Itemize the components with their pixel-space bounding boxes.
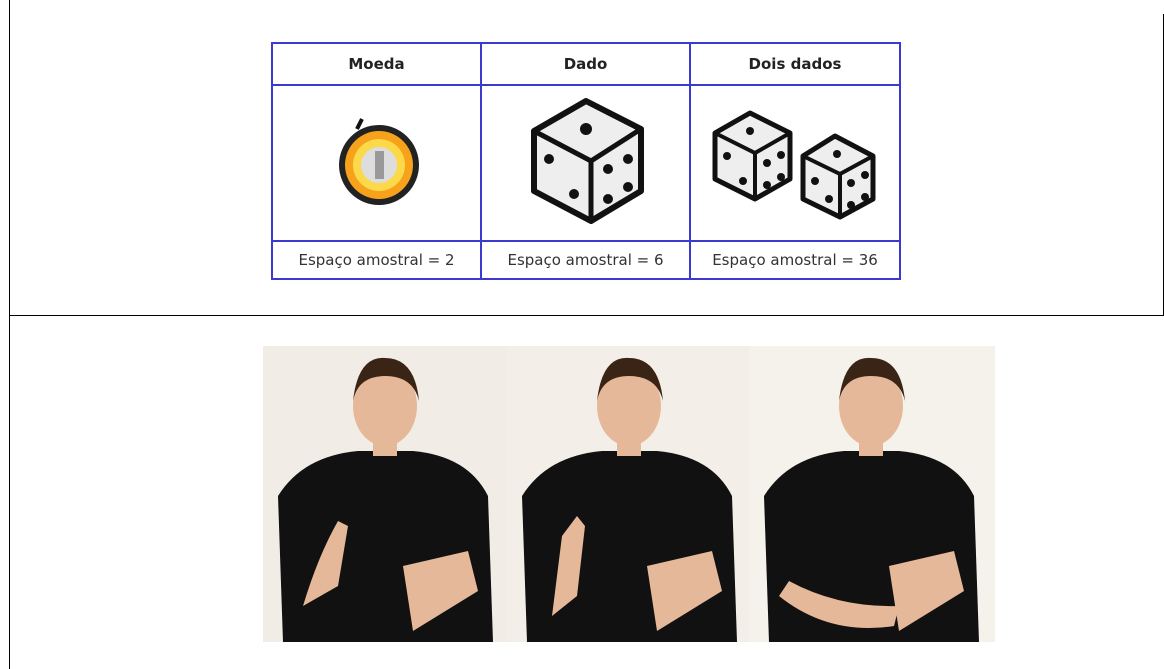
footer-cell: Espaço amostral = 2	[271, 240, 482, 280]
photo	[507, 346, 749, 642]
header-cell: Moeda	[271, 42, 482, 86]
sign-language-photos	[263, 346, 995, 642]
footer-cell: Espaço amostral = 6	[480, 240, 691, 280]
photo	[263, 346, 507, 642]
header-cell: Dois dados	[689, 42, 901, 86]
image-cell	[271, 84, 482, 242]
footer-cell: Espaço amostral = 36	[689, 240, 901, 280]
photo	[749, 346, 995, 642]
sample-space-table: Moeda Dado Dois dados Espaço amostral = …	[271, 42, 901, 280]
outer-table-border	[9, 0, 1164, 669]
die-icon	[530, 98, 644, 224]
two-dice-icon	[712, 110, 876, 220]
image-cell	[689, 84, 901, 242]
header-cell: Dado	[480, 42, 691, 86]
row-divider	[9, 315, 1164, 316]
image-cell	[480, 84, 691, 242]
coin-icon	[338, 118, 419, 205]
